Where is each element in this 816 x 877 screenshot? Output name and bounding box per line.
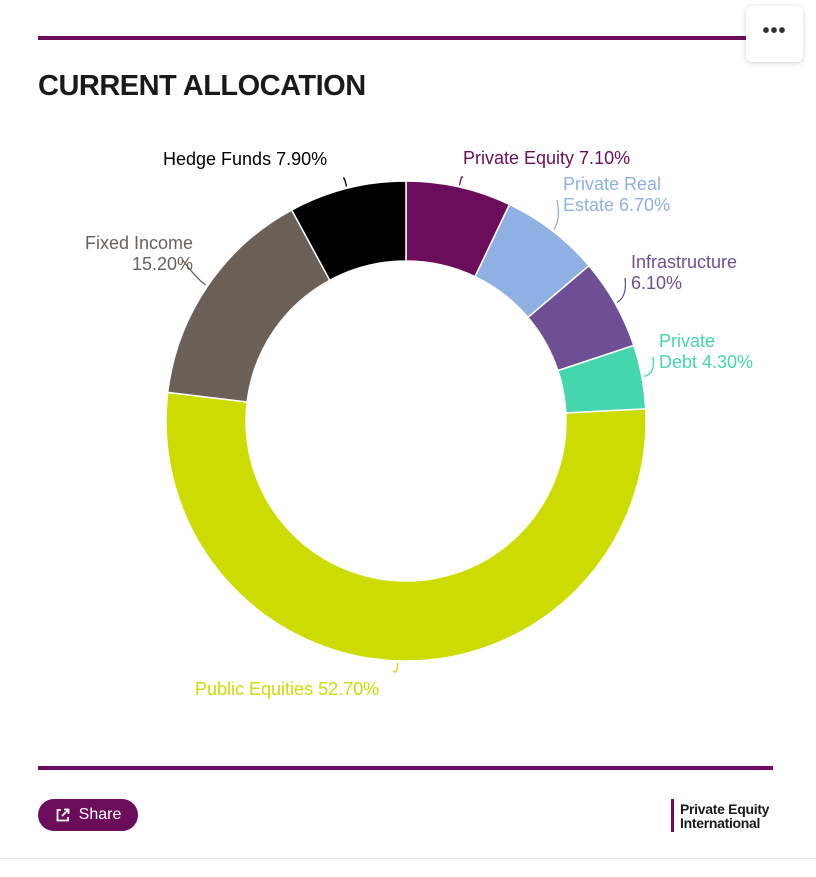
data-label-public-equities: Public Equities 52.70% <box>195 679 379 699</box>
data-label-private-equity: Private Equity 7.10% <box>463 148 630 168</box>
data-label-private-real-estate: Private Real Estate 6.70% <box>563 174 670 215</box>
donut-chart: Private Equity 7.10% Private Real Estate 6… <box>85 148 753 699</box>
share-icon <box>56 808 70 822</box>
leader-line <box>392 662 399 673</box>
share-label: Share <box>78 806 122 823</box>
top-rule <box>38 36 746 40</box>
data-label-private-debt: Private Debt 4.30% <box>659 331 753 372</box>
chart-title: CURRENT ALLOCATION <box>38 70 366 102</box>
bottom-rule <box>38 766 773 770</box>
data-label-fixed-income: Fixed Income 15.20% <box>85 233 193 274</box>
leader-line <box>458 176 463 186</box>
leader-line <box>342 177 348 187</box>
slice-public-equities[interactable] <box>165 391 647 662</box>
logo-line-2: International <box>680 814 761 831</box>
share-button[interactable]: Share <box>38 799 138 831</box>
leader-line <box>553 199 560 230</box>
brand-logo: Private Equity International <box>671 799 769 832</box>
leader-line <box>643 356 655 378</box>
data-label-infrastructure: Infrastructure 6.10% <box>631 252 737 293</box>
slice-hedge-funds[interactable] <box>290 180 407 282</box>
leader-line <box>181 258 207 286</box>
logo-line-1: Private Equity <box>680 800 770 817</box>
data-label-hedge-funds: Hedge Funds 7.90% <box>163 149 327 169</box>
more-horizontal-icon: ••• <box>762 20 787 42</box>
leader-line <box>616 277 627 303</box>
footer-divider <box>0 858 816 859</box>
chart-menu-button[interactable]: ••• <box>746 6 803 62</box>
